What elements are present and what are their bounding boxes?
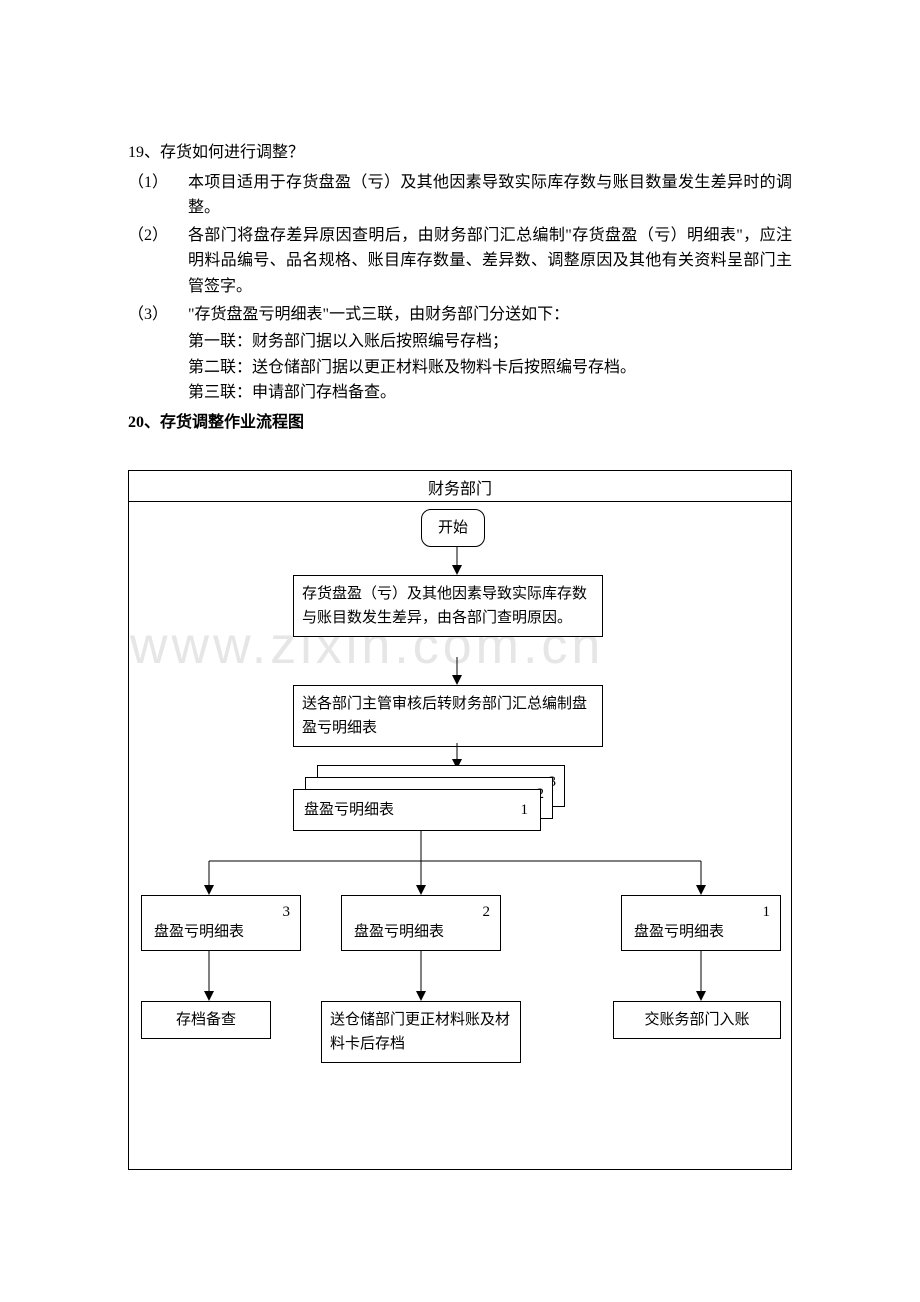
item-text: 各部门将盘存差异原因查明后，由财务部门汇总编制"存货盘盈（亏）明细表"，应注明料… (188, 223, 792, 300)
item-num: （2） (128, 223, 188, 300)
q19-item-2: （2） 各部门将盘存差异原因查明后，由财务部门汇总编制"存货盘盈（亏）明细表"，… (128, 223, 792, 300)
doc-label: 盘盈亏明细表 (154, 920, 244, 944)
node-action3: 存档备查 (141, 1001, 271, 1039)
node-copy2: 2 盘盈亏明细表 (341, 895, 501, 951)
node-copy3: 3 盘盈亏明细表 (141, 895, 301, 951)
node-step2: 送各部门主管审核后转财务部门汇总编制盘盈亏明细表 (293, 685, 603, 747)
flowchart-header: 财务部门 (129, 477, 791, 503)
flowchart-header-divider (129, 501, 791, 502)
page-content: 19、存货如何进行调整？ （1） 本项目适用于存货盘盈（亏）及其他因素导致实际库… (128, 140, 792, 436)
node-action1: 交账务部门入账 (613, 1001, 781, 1039)
flowchart-container: 财务部门 开始 存货盘盈（亏）及其他因素导致实际库存数与账目数发生差异，由各部门… (128, 470, 792, 1170)
doc-number: 2 (483, 900, 491, 924)
node-start: 开始 (421, 509, 485, 547)
arrow-down-icon (693, 951, 709, 1001)
item-text: "存货盘盈亏明细表"一式三联，由财务部门分送如下： (188, 302, 792, 328)
arrow-down-icon (449, 657, 465, 685)
item-num: （1） (128, 170, 188, 221)
arrow-down-icon (413, 951, 429, 1001)
doc-label: 盘盈亏明细表 (354, 920, 444, 944)
arrow-down-icon (449, 547, 465, 575)
q19-3-line3: 第三联：申请部门存档备查。 (128, 380, 792, 406)
doc-number: 3 (283, 900, 291, 924)
arrow-down-icon (413, 859, 429, 895)
item-num: （3） (128, 302, 188, 328)
q20-title: 20、存货调整作业流程图 (128, 410, 792, 436)
item-text: 本项目适用于存货盘盈（亏）及其他因素导致实际库存数与账目数量发生差异时的调整。 (188, 170, 792, 221)
q19-item-3: （3） "存货盘盈亏明细表"一式三联，由财务部门分送如下： (128, 302, 792, 328)
arrow-down-icon (201, 951, 217, 1001)
doc-number: 1 (763, 900, 771, 924)
doc-label: 盘盈亏明细表 (304, 802, 394, 818)
node-doc-copy1: 盘盈亏明细表 1 (293, 789, 541, 831)
arrow-down-icon (693, 859, 709, 895)
q19-title: 19、存货如何进行调整？ (128, 140, 792, 166)
doc-label: 盘盈亏明细表 (634, 920, 724, 944)
node-action2: 送仓储部门更正材料账及材料卡后存档 (321, 1001, 521, 1063)
q19-item-1: （1） 本项目适用于存货盘盈（亏）及其他因素导致实际库存数与账目数量发生差异时的… (128, 170, 792, 221)
node-copy1: 1 盘盈亏明细表 (621, 895, 781, 951)
doc-number: 1 (521, 798, 529, 822)
node-step1: 存货盘盈（亏）及其他因素导致实际库存数与账目数发生差异，由各部门查明原因。 (293, 575, 603, 637)
q19-3-line1: 第一联：财务部门据以入账后按照编号存档； (128, 329, 792, 355)
connector-line (209, 859, 701, 863)
connector-line (413, 831, 429, 861)
q19-3-line2: 第二联：送仓储部门据以更正材料账及物料卡后按照编号存档。 (128, 355, 792, 381)
arrow-down-icon (201, 859, 217, 895)
